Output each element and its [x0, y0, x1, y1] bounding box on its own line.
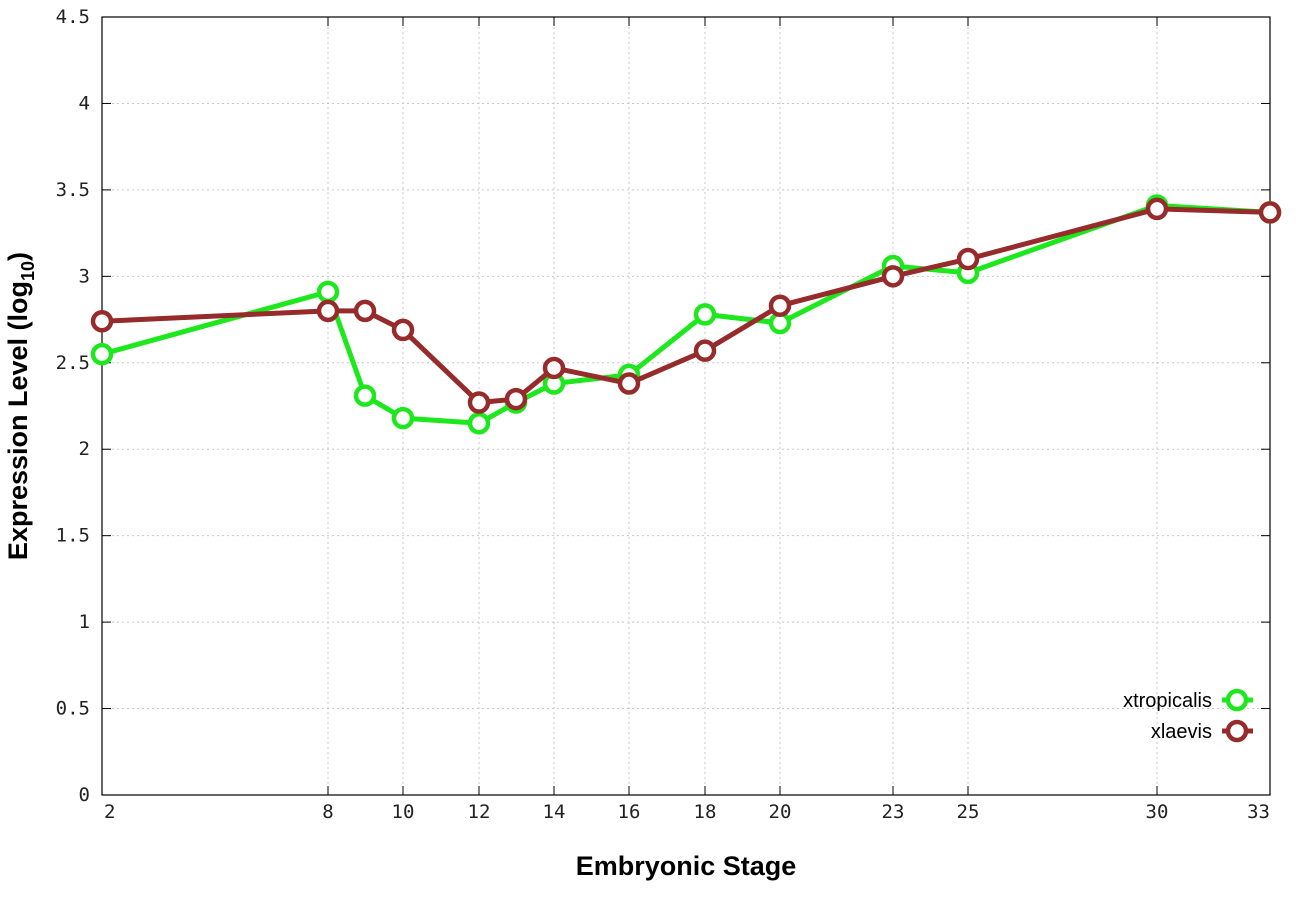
data-point-xlaevis	[391, 318, 415, 342]
series-xlaevis	[90, 197, 1282, 414]
y-tick-label: 0.5	[56, 698, 90, 720]
legend-label: xlaevis	[1151, 721, 1212, 743]
legend: xtropicalis xlaevis	[1123, 688, 1253, 743]
data-point-xlaevis	[1145, 197, 1169, 221]
legend-entry-xtropicalis: xtropicalis	[1123, 688, 1253, 712]
data-point-xtropicalis	[90, 342, 114, 366]
data-point-xlaevis	[693, 339, 717, 362]
y-tick-label: 3	[79, 265, 90, 287]
x-tick-label: 2	[104, 801, 115, 823]
x-tick-label: 12	[468, 801, 491, 823]
y-axis-ticks: 0 0.5 1 1.5 2 2.5 3 3.5 4 4.5	[56, 6, 1270, 806]
x-tick-label: 14	[543, 801, 566, 823]
legend-label: xtropicalis	[1123, 690, 1212, 712]
data-point-xtropicalis	[467, 412, 491, 435]
data-point-xtropicalis	[316, 280, 340, 304]
x-tick-label: 23	[882, 801, 905, 823]
x-axis-ticks: 2 8 10 12 14 16 18 20 23 25 30 33	[101, 17, 1271, 823]
y-tick-label: 2.5	[56, 352, 90, 374]
y-tick-label: 0	[79, 784, 90, 806]
data-point-xlaevis	[542, 356, 566, 380]
data-point-xlaevis	[467, 391, 491, 414]
y-tick-label: 1.5	[56, 525, 90, 547]
grid-lines	[102, 17, 1270, 795]
data-point-xlaevis	[316, 299, 340, 323]
y-tick-label: 4	[79, 92, 90, 114]
y-tick-label: 4.5	[56, 6, 90, 28]
x-tick-label: 30	[1146, 801, 1169, 823]
legend-entry-xlaevis: xlaevis	[1151, 719, 1253, 743]
legend-swatch-marker	[1225, 688, 1249, 712]
series-group	[90, 194, 1282, 435]
x-tick-label: 18	[694, 801, 717, 823]
x-tick-label: 25	[957, 801, 980, 823]
y-axis-title-close: )	[3, 252, 33, 261]
data-point-xtropicalis	[353, 384, 377, 407]
data-point-xlaevis	[881, 265, 905, 288]
data-point-xlaevis	[956, 247, 980, 271]
plot-frame	[101, 16, 1271, 796]
y-tick-label: 2	[79, 438, 90, 460]
data-point-xtropicalis	[693, 303, 717, 326]
y-axis-title-subscript: 10	[18, 261, 38, 281]
x-tick-label: 33	[1247, 801, 1270, 823]
data-point-xlaevis	[90, 310, 114, 333]
y-axis-title-main: Expression Level (log	[3, 281, 33, 560]
legend-swatch-marker	[1225, 719, 1249, 743]
data-point-xtropicalis	[391, 406, 415, 430]
x-axis-title: Embryonic Stage	[576, 851, 797, 881]
y-tick-label: 3.5	[56, 179, 90, 201]
y-tick-label: 1	[79, 611, 90, 633]
data-point-xlaevis	[617, 372, 641, 395]
x-tick-label: 8	[322, 801, 333, 823]
data-point-xlaevis	[353, 299, 377, 323]
data-point-xlaevis	[504, 387, 528, 411]
data-point-xlaevis	[1258, 201, 1282, 224]
data-point-xlaevis	[768, 294, 792, 317]
x-tick-label: 20	[769, 801, 792, 823]
x-tick-label: 16	[618, 801, 641, 823]
x-tick-label: 10	[392, 801, 415, 823]
y-axis-title: Expression Level (log10)	[3, 252, 38, 560]
